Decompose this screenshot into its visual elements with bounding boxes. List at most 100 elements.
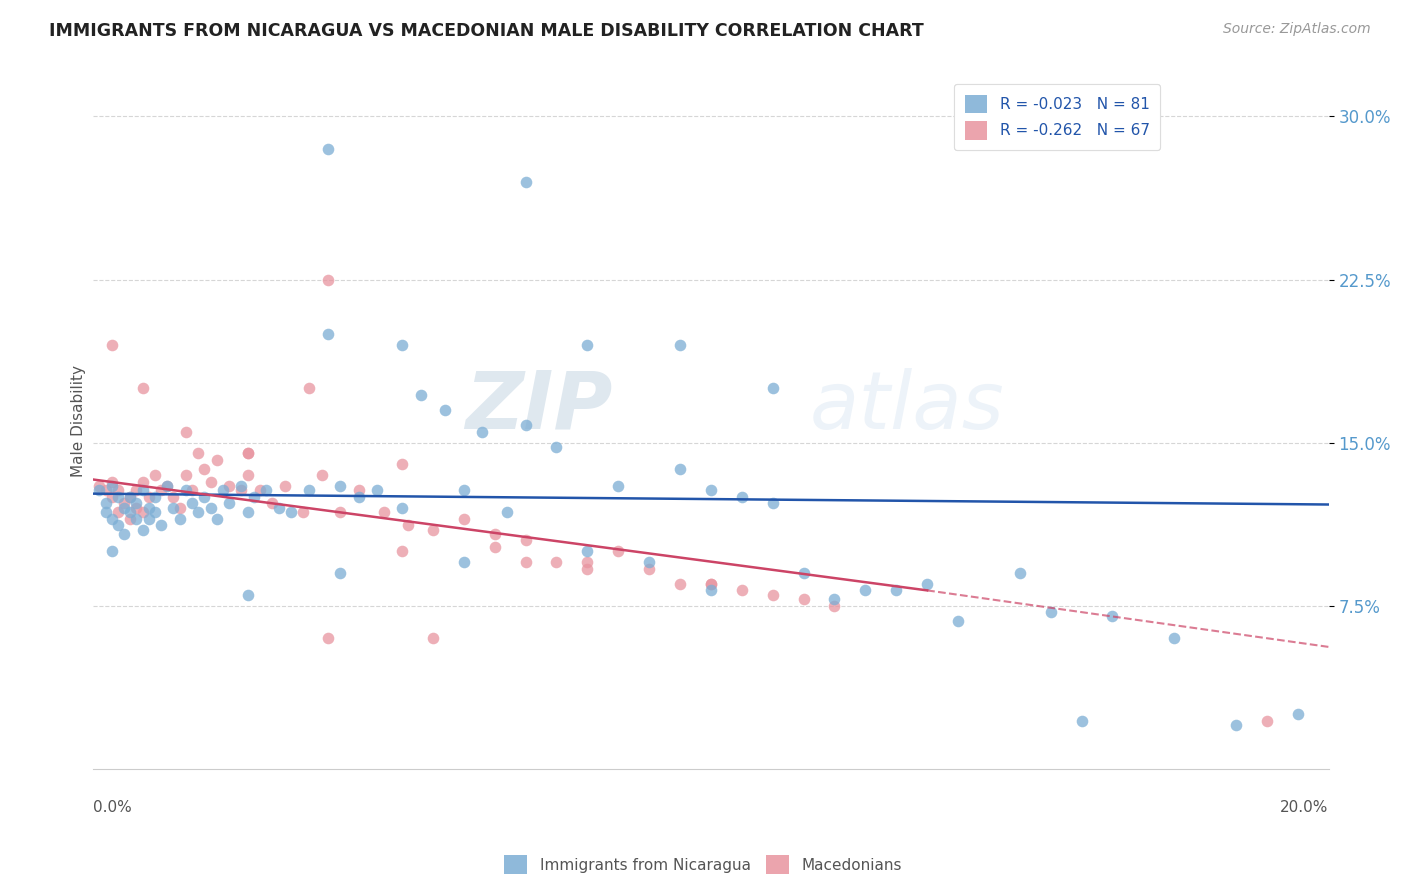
Point [762,588,785,602]
Point [112,500,135,515]
Text: 20.0%: 20.0% [1281,800,1329,815]
Point [793,592,815,607]
Point [125,483,148,498]
Point [700,577,723,591]
Point [434,403,457,417]
Point [391,544,413,558]
Point [607,544,630,558]
Point [422,523,444,537]
Point [131,505,153,519]
Point [249,483,271,498]
Point [243,490,266,504]
Point [576,544,599,558]
Point [1101,609,1123,624]
Point [231,483,253,498]
Point [1225,718,1247,732]
Point [236,446,259,460]
Point [94,483,117,498]
Point [107,505,129,519]
Point [471,425,494,439]
Point [884,583,907,598]
Point [347,483,370,498]
Point [373,505,395,519]
Point [120,511,142,525]
Point [254,483,277,498]
Point [181,496,204,510]
Point [316,326,339,341]
Point [212,483,235,498]
Text: ZIP: ZIP [465,368,612,446]
Point [112,527,135,541]
Point [218,479,240,493]
Point [205,453,228,467]
Point [107,490,129,504]
Point [100,490,122,504]
Point [311,468,333,483]
Y-axis label: Male Disability: Male Disability [72,365,86,477]
Point [162,500,184,515]
Point [824,592,846,607]
Point [100,337,122,351]
Point [853,583,876,598]
Point [174,425,197,439]
Point [100,544,122,558]
Point [231,479,253,493]
Point [316,272,339,286]
Point [174,483,197,498]
Point [762,496,785,510]
Point [162,490,184,504]
Point [484,527,506,541]
Point [915,577,938,591]
Point [280,505,302,519]
Point [1070,714,1092,728]
Point [89,483,111,498]
Point [193,490,215,504]
Point [669,461,692,475]
Text: Source: ZipAtlas.com: Source: ZipAtlas.com [1223,22,1371,37]
Point [700,483,723,498]
Point [329,505,352,519]
Point [200,500,222,515]
Point [156,479,179,493]
Point [218,496,240,510]
Point [262,496,284,510]
Point [236,446,259,460]
Point [576,337,599,351]
Point [391,458,413,472]
Point [267,500,290,515]
Point [100,475,122,489]
Point [94,505,117,519]
Point [120,490,142,504]
Point [205,511,228,525]
Point [329,479,352,493]
Point [150,483,173,498]
Point [1163,631,1185,645]
Point [576,561,599,575]
Point [120,505,142,519]
Point [576,555,599,569]
Point [143,505,166,519]
Point [131,523,153,537]
Point [236,505,259,519]
Point [824,599,846,613]
Point [515,418,537,433]
Point [125,496,148,510]
Point [1039,605,1062,619]
Point [316,631,339,645]
Point [946,614,969,628]
Point [94,496,117,510]
Point [150,518,173,533]
Point [131,381,153,395]
Point [131,483,153,498]
Text: atlas: atlas [810,368,1004,446]
Point [484,540,506,554]
Point [1256,714,1278,728]
Point [422,631,444,645]
Point [669,577,692,591]
Point [200,475,222,489]
Point [347,490,370,504]
Point [546,440,568,454]
Point [89,479,111,493]
Point [143,468,166,483]
Point [409,388,432,402]
